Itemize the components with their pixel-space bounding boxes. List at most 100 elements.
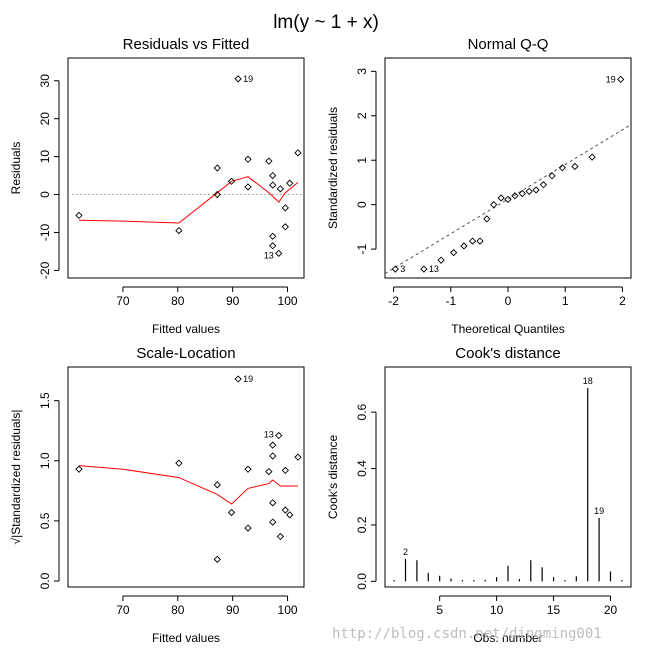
qq-point — [617, 75, 625, 83]
qq-x-tick-label: 1 — [562, 294, 569, 308]
resid-x-axis-label: Fitted values — [152, 322, 220, 336]
scale-x-tick-label: 100 — [278, 603, 298, 617]
resid-smooth-line — [78, 176, 299, 224]
resid-point — [227, 177, 236, 185]
qq-point — [476, 237, 484, 245]
scale-point — [175, 459, 183, 467]
resid-y-tick-label: 0 — [38, 191, 52, 198]
resid-point — [281, 204, 289, 212]
resid-point — [269, 181, 277, 189]
resid-title: Residuals vs Fitted — [123, 36, 250, 53]
resid-point — [234, 75, 242, 83]
cook-x-axis-label: Obs. number — [473, 631, 542, 645]
scale-point — [75, 465, 83, 473]
qq-point — [437, 256, 445, 264]
qq-point — [571, 162, 579, 171]
resid-x-tick-label: 100 — [278, 294, 298, 308]
cook-frame — [384, 366, 632, 588]
cook-data — [393, 388, 623, 582]
scale-point — [275, 431, 283, 440]
scale-point — [281, 506, 289, 514]
scale-x-tick-label: 70 — [116, 603, 130, 617]
qq-x-axis-label: Theoretical Quantiles — [451, 322, 564, 336]
scale-point — [281, 466, 289, 475]
qq-point — [460, 242, 468, 250]
scale-point — [276, 532, 285, 541]
qq-point — [391, 265, 399, 273]
qq-point-label: 19 — [606, 74, 616, 84]
resid-point — [75, 211, 83, 220]
scale-x-tick-label: 80 — [171, 603, 185, 617]
cook-bar-label: 2 — [403, 547, 408, 557]
qq-x-tick-label: 0 — [505, 294, 512, 308]
resid-y-tick-label: 10 — [38, 150, 52, 164]
resid-point — [244, 183, 252, 191]
cook-y-tick-label: 0.4 — [355, 460, 369, 477]
scale-point — [269, 518, 277, 526]
cook-panel: Cook's distance 5 10 15 20 0.0 0.2 0.4 0.6 Obs. n… — [326, 345, 632, 645]
qq-x-tick-label: -1 — [445, 294, 456, 308]
scale-x-tick-label: 90 — [226, 603, 240, 617]
qq-x-tick-label: -2 — [388, 294, 399, 308]
scale-point — [286, 511, 294, 519]
scale-point — [213, 481, 221, 489]
scale-point — [294, 453, 302, 461]
resid-point-label: 13 — [264, 250, 274, 260]
qq-point — [532, 186, 540, 194]
scale-point-label: 19 — [243, 374, 253, 384]
qq-point-label: 13 — [429, 264, 439, 274]
cook-bar-label: 18 — [583, 376, 593, 386]
cook-x-tick-label: 5 — [436, 603, 443, 617]
resid-point — [281, 223, 289, 231]
scale-y-tick-label: 1.5 — [38, 392, 52, 409]
qq-point — [497, 194, 505, 202]
qq-point — [483, 215, 491, 223]
resid-point — [275, 249, 283, 257]
resid-x-tick-label: 70 — [116, 294, 130, 308]
scale-point — [269, 499, 277, 507]
resid-point — [269, 242, 277, 250]
scale-point — [244, 524, 252, 532]
scale-point — [227, 508, 236, 517]
resid-y-tick-label: 30 — [38, 74, 52, 88]
scale-frame — [67, 366, 305, 588]
cook-x-tick-label: 15 — [547, 603, 561, 617]
scale-y-axis-label: √|Standardized residuals| — [9, 410, 23, 545]
qq-y-tick-label: 3 — [355, 68, 369, 75]
resid-point — [175, 226, 183, 235]
resid-y-tick-label: -10 — [38, 223, 52, 241]
cook-y-tick-label: 0.6 — [355, 403, 369, 420]
qq-point — [588, 153, 596, 161]
qq-point — [420, 265, 428, 273]
qq-point — [511, 192, 519, 200]
resid-frame — [67, 57, 305, 279]
resid-point — [276, 185, 285, 193]
resid-point — [244, 155, 252, 163]
resid-point — [269, 171, 277, 180]
scale-point — [234, 375, 242, 383]
resid-point — [294, 149, 302, 157]
scale-smooth-line — [78, 465, 298, 505]
cook-bar-label: 19 — [594, 506, 604, 516]
cook-x-tick-label: 20 — [604, 603, 618, 617]
qq-title: Normal Q-Q — [468, 36, 549, 53]
resid-panel: Residuals vs Fitted 70 80 90 100 -20 -10 0 10 20 3… — [9, 36, 305, 336]
qq-point — [518, 189, 526, 198]
scale-data — [78, 465, 298, 505]
qq-y-tick-label: 2 — [355, 112, 369, 119]
scale-y-tick-label: 0.0 — [38, 572, 52, 589]
scale-x-axis-label: Fitted values — [152, 631, 220, 645]
resid-y-tick-label: -20 — [38, 261, 52, 279]
scale-point — [269, 441, 277, 449]
qq-x-tick-label: 2 — [619, 294, 626, 308]
scale-point — [213, 555, 221, 563]
qq-point — [548, 172, 556, 180]
scale-y-tick-label: 1.0 — [38, 452, 52, 469]
scale-panel: Scale-Location 70 80 90 100 0.0 0.5 1.0 1.5 Fitte… — [9, 345, 305, 645]
qq-point — [504, 195, 512, 203]
qq-point — [490, 201, 498, 209]
qq-y-axis-label: Standardized residuals — [326, 107, 340, 229]
scale-title: Scale-Location — [136, 345, 235, 362]
